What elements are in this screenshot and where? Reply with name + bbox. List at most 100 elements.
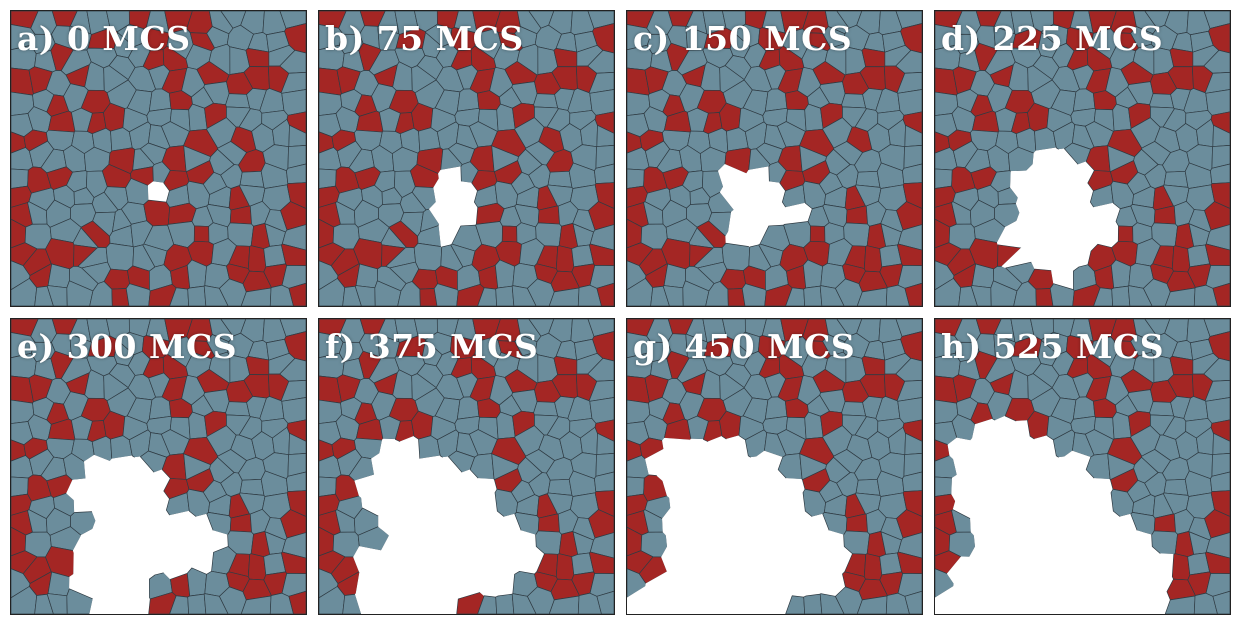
grain-cell <box>861 355 886 376</box>
grain-cell <box>721 242 751 271</box>
grain-cell <box>11 44 37 71</box>
grain-cell <box>895 49 922 74</box>
grain-cell <box>594 471 614 492</box>
pore-cell <box>1111 593 1131 614</box>
grain-cell <box>193 225 210 243</box>
grain-cell <box>1208 23 1230 54</box>
grain-cell <box>319 476 337 497</box>
grain-cell <box>281 532 306 559</box>
microstructure-map <box>319 11 614 306</box>
grain-cell <box>1205 243 1230 267</box>
grain-cell <box>286 111 306 134</box>
grain-cell <box>863 245 883 273</box>
grain-cell <box>280 380 306 402</box>
pore-cell <box>193 533 210 551</box>
grain-cell <box>1212 590 1230 614</box>
grain-cell <box>935 44 961 71</box>
grain-cell <box>187 285 207 306</box>
grain-cell <box>803 285 823 306</box>
grain-cell <box>595 453 614 477</box>
grain-cell <box>897 224 922 251</box>
grain-cell <box>553 47 578 68</box>
microstructure-map <box>935 319 1230 614</box>
panel-h: h) 525 MCS <box>934 318 1231 615</box>
grain-cell <box>501 225 518 243</box>
grain-cell <box>281 397 306 424</box>
grain-cell <box>594 111 614 134</box>
grain-cell <box>935 352 961 379</box>
grain-cell <box>589 397 614 424</box>
grain-cell <box>319 168 337 189</box>
grain-cell <box>897 532 922 559</box>
grain-cell <box>896 509 922 539</box>
microstructure-map <box>627 319 922 614</box>
grain-cell <box>279 49 306 74</box>
grain-cell <box>588 509 614 539</box>
pore-cell <box>1117 533 1134 551</box>
grain-cell <box>1171 553 1191 581</box>
grain-cell <box>627 476 645 497</box>
grain-cell <box>587 357 614 382</box>
grain-cell <box>247 553 267 581</box>
microstructure-map <box>935 11 1230 306</box>
grain-cell <box>589 265 614 289</box>
grain-cell <box>627 44 653 71</box>
panel-d: d) 225 MCS <box>934 10 1231 307</box>
grain-cell <box>533 401 559 417</box>
grain-cell <box>896 72 922 94</box>
grain-cell <box>803 593 823 614</box>
pore-cell <box>413 550 443 579</box>
grain-cell <box>286 163 306 184</box>
grain-cell <box>1149 93 1175 109</box>
pore-cell <box>501 533 518 551</box>
grain-cell <box>555 245 575 273</box>
grain-cell <box>589 224 614 251</box>
grain-cell <box>587 319 614 337</box>
grain-cell <box>286 419 306 442</box>
grain-cell <box>11 476 29 497</box>
microstructure-map <box>319 319 614 614</box>
grain-cell <box>897 265 922 289</box>
grain-cell <box>495 593 515 614</box>
grain-cell <box>1111 285 1131 306</box>
grain-cell <box>861 47 886 68</box>
grain-cell <box>11 352 37 379</box>
grain-cell <box>281 551 306 575</box>
grain-cell <box>1204 509 1230 539</box>
grain-cell <box>286 471 306 492</box>
pore-cell <box>721 550 751 579</box>
grain-cell <box>1208 331 1230 362</box>
grain-cell <box>902 163 922 184</box>
grain-cell <box>1117 225 1134 243</box>
grain-cell <box>281 265 306 289</box>
panel-a: a) 0 MCS <box>10 10 307 307</box>
grain-cell <box>935 168 953 189</box>
grain-cell <box>588 380 614 402</box>
grain-cell <box>903 145 922 169</box>
grain-cell <box>589 89 614 116</box>
grain-cell <box>841 93 867 109</box>
grain-cell <box>319 352 345 379</box>
panel-f: f) 375 MCS <box>318 318 615 615</box>
microstructure-map <box>11 11 306 306</box>
grain-cell <box>587 11 614 29</box>
grain-cell <box>1204 201 1230 231</box>
pore-cell <box>809 533 826 551</box>
microstructure-map <box>11 319 306 614</box>
grain-cell <box>1205 551 1230 575</box>
grain-cell <box>280 509 306 539</box>
grain-cell <box>225 401 251 417</box>
grain-cell <box>281 573 306 597</box>
grain-cell <box>594 163 614 184</box>
grain-cell <box>553 355 578 376</box>
grain-cell <box>596 590 614 614</box>
grain-cell <box>903 453 922 477</box>
grain-cell <box>1203 49 1230 74</box>
grain-cell <box>245 355 270 376</box>
grain-cell <box>279 319 306 337</box>
grain-cell <box>588 201 614 231</box>
panel-e: e) 300 MCS <box>10 318 307 615</box>
pore-cell <box>1029 550 1059 579</box>
grain-cell <box>279 357 306 382</box>
grain-cell <box>596 282 614 306</box>
